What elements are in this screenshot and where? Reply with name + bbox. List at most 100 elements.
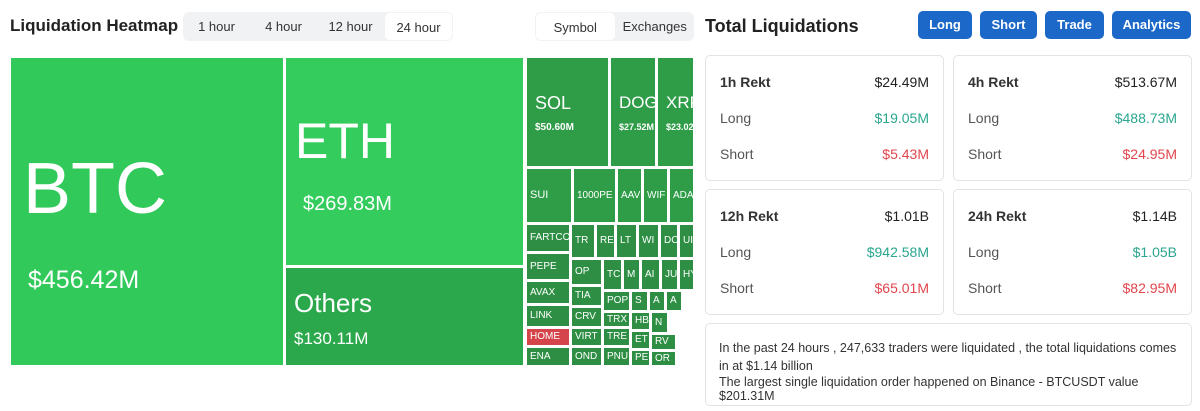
stat-value: $5.43M <box>882 146 929 162</box>
heatmap-tile[interactable]: DC <box>660 224 678 258</box>
button[interactable]: Short <box>980 11 1037 39</box>
heatmap-tile[interactable]: A <box>649 291 665 311</box>
stat-card: 1h Rekt $24.49M Long $19.05M Short $5.43M <box>705 55 944 181</box>
heatmap-tile[interactable]: S <box>631 291 648 311</box>
stat-value: $65.01M <box>874 280 929 296</box>
heatmap: BTC $456.42M ETH $269.83M Others $130.11M SOL $… <box>10 57 694 367</box>
summary-text: The largest single liquidation order hap… <box>719 375 1139 403</box>
heatmap-tile[interactable]: N <box>651 312 668 333</box>
tile-label: SUI <box>530 189 549 201</box>
heatmap-tile[interactable]: ENA <box>526 347 570 366</box>
heatmap-tile[interactable]: HOME <box>526 328 570 346</box>
heatmap-tile[interactable]: SOL $50.60M <box>526 57 609 167</box>
stat-row: 4h Rekt $513.67M <box>968 74 1177 90</box>
heatmap-tile[interactable]: CRV <box>571 307 602 327</box>
stat-label: Short <box>968 280 1002 296</box>
heatmap-tile[interactable]: AVAX <box>526 281 570 304</box>
stat-card: 4h Rekt $513.67M Long $488.73M Short $24.95M <box>953 55 1192 181</box>
heatmap-tile[interactable]: AI <box>641 259 660 290</box>
stat-value: $24.95M <box>1122 146 1177 162</box>
time-tab[interactable]: 4 hour <box>265 19 302 34</box>
heatmap-tile[interactable]: LT <box>616 224 637 258</box>
stat-value: $1.05B <box>1132 244 1177 260</box>
heatmap-tile[interactable]: 1000PE <box>573 168 616 223</box>
heatmap-tile[interactable]: WIF <box>643 168 668 223</box>
heatmap-tile[interactable]: BTC $456.42M <box>10 57 284 366</box>
heatmap-tile[interactable]: A <box>666 291 682 311</box>
tile-label: UI <box>683 235 693 246</box>
stat-label: Long <box>968 110 1000 126</box>
heatmap-tile[interactable]: XRP $23.02 <box>657 57 694 167</box>
heatmap-tile[interactable]: AAV <box>617 168 642 223</box>
tile-label: JU <box>665 268 678 280</box>
heatmap-tile[interactable]: OR <box>651 351 676 366</box>
summary: In the past 24 hours , 247,633 traders w… <box>705 323 1192 406</box>
heatmap-tile[interactable]: PNU <box>603 347 630 366</box>
button[interactable]: Trade <box>1045 11 1104 39</box>
heatmap-tile[interactable]: POP <box>603 291 630 311</box>
heatmap-tile[interactable]: TRE <box>603 328 630 346</box>
time-tab[interactable]: 1 hour <box>198 19 235 34</box>
tile-label: TIA <box>575 290 591 301</box>
heatmap-tile[interactable]: RV <box>651 334 676 350</box>
stat-card: 12h Rekt $1.01B Long $942.58M Short $65.01M <box>705 189 944 315</box>
stat-card: 24h Rekt $1.14B Long $1.05B Short $82.95M <box>953 189 1192 315</box>
stat-row: 1h Rekt $24.49M <box>720 74 929 90</box>
view-tabs: Symbol Exchanges <box>535 12 694 41</box>
stat-row: Short $65.01M <box>720 280 929 296</box>
heatmap-tile[interactable]: RE <box>596 224 615 258</box>
heatmap-tile[interactable]: HY <box>679 259 694 290</box>
heatmap-tile[interactable]: WI <box>638 224 659 258</box>
stat-row: 12h Rekt $1.01B <box>720 208 929 224</box>
stat-row: Long $488.73M <box>968 110 1177 126</box>
heatmap-tile[interactable]: M <box>623 259 640 290</box>
tile-label: PNU <box>607 350 629 362</box>
stat-row: Long $942.58M <box>720 244 929 260</box>
heatmap-tile[interactable]: HB <box>631 312 650 330</box>
tile-label: AI <box>645 268 655 280</box>
tile-value: $269.83M <box>303 193 392 215</box>
heatmap-tile[interactable]: LINK <box>526 305 570 327</box>
heatmap-tile[interactable]: PE <box>631 350 650 366</box>
heatmap-tile[interactable]: FARTCO <box>526 224 570 252</box>
button[interactable]: Analytics <box>1112 11 1191 39</box>
stat-value: $1.14B <box>1132 208 1177 224</box>
heatmap-tile[interactable]: ET <box>631 331 650 349</box>
tile-label: WIF <box>647 189 666 201</box>
time-tab[interactable]: 24 hour <box>385 13 452 40</box>
tile-label: AAV <box>621 189 641 201</box>
heatmap-tile[interactable]: TR <box>571 224 595 258</box>
tile-label: ET <box>635 334 648 345</box>
heatmap-tile[interactable]: SUI <box>526 168 572 223</box>
heatmap-tile[interactable]: DOG $27.52M <box>610 57 656 167</box>
stat-row: Long $19.05M <box>720 110 929 126</box>
heatmap-tile[interactable]: UI <box>679 224 694 258</box>
heatmap-tile[interactable]: OP <box>571 259 602 285</box>
tile-label: LT <box>620 235 631 246</box>
heatmap-tile[interactable]: VIRT <box>571 328 602 346</box>
tile-label: SOL <box>535 93 572 113</box>
heatmap-tile[interactable]: PEPE <box>526 253 570 280</box>
view-tab[interactable]: Exchanges <box>622 19 687 34</box>
heatmap-tile[interactable]: ADA <box>669 168 694 223</box>
tile-label: POP <box>607 295 629 306</box>
heatmap-tile[interactable]: OND <box>571 347 602 366</box>
heatmap-tile[interactable]: JU <box>661 259 678 290</box>
heatmap-tile[interactable]: TC <box>603 259 622 290</box>
stat-value: $19.05M <box>874 110 929 126</box>
tile-label: RV <box>655 336 669 347</box>
stat-value: $942.58M <box>866 244 929 260</box>
heatmap-tile[interactable]: ETH $269.83M <box>285 57 524 266</box>
tile-label: LINK <box>530 310 553 321</box>
heatmap-tile[interactable]: TRX <box>603 312 630 327</box>
stat-label: Short <box>968 146 1002 162</box>
time-tab[interactable]: 12 hour <box>328 19 373 34</box>
tile-label: ETH <box>295 113 395 169</box>
tile-label: PEPE <box>530 260 557 272</box>
tile-label: A <box>653 295 660 306</box>
heatmap-tile[interactable]: TIA <box>571 286 602 306</box>
button[interactable]: Long <box>918 11 972 39</box>
stat-row: Short $82.95M <box>968 280 1177 296</box>
heatmap-tile[interactable]: Others $130.11M <box>285 267 524 366</box>
view-tab[interactable]: Symbol <box>536 13 615 40</box>
